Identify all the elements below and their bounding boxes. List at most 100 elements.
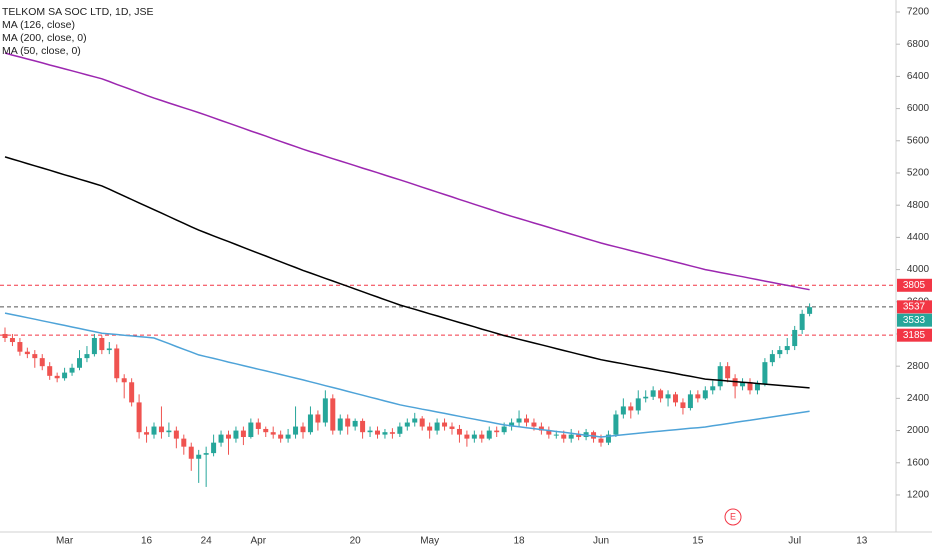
candle-body xyxy=(226,434,231,439)
candle-body xyxy=(62,372,68,379)
y-tick-label: 4400 xyxy=(907,232,930,243)
candle-body xyxy=(315,414,321,423)
candle-body xyxy=(635,398,641,411)
candle-body xyxy=(434,422,440,431)
candle-body xyxy=(643,396,649,399)
candle-body xyxy=(54,375,60,379)
candle-body xyxy=(255,422,261,429)
x-tick-label: May xyxy=(420,536,439,547)
legend-entry: MA (200, close, 0) xyxy=(2,32,87,44)
candle-body xyxy=(24,351,30,355)
candle-body xyxy=(799,313,805,330)
candle-body xyxy=(211,442,217,454)
level-label-box xyxy=(897,278,932,292)
candle-body xyxy=(203,453,209,455)
plot xyxy=(0,52,896,487)
candle-body xyxy=(680,402,686,409)
x-tick-label: 18 xyxy=(513,536,525,547)
ma-line xyxy=(4,312,810,438)
candle-body xyxy=(553,434,559,436)
ma-line xyxy=(4,156,810,389)
candle-body xyxy=(479,434,485,439)
candle-body xyxy=(99,338,105,351)
candle-body xyxy=(166,430,172,433)
candle-body xyxy=(665,394,671,399)
candle-body xyxy=(129,382,135,403)
candle-body xyxy=(337,418,343,431)
candle-body xyxy=(196,454,202,459)
y-tick-label: 5200 xyxy=(907,168,930,179)
x-tick-label: 16 xyxy=(141,536,153,547)
candle-body xyxy=(576,434,582,438)
candle-body xyxy=(762,362,768,384)
candle-body xyxy=(658,390,664,399)
candle-body xyxy=(181,438,187,447)
legend-entry: MA (126, close) xyxy=(2,19,75,31)
candle-body xyxy=(598,438,604,443)
candle-body xyxy=(233,430,239,439)
event-label: E xyxy=(730,511,736,521)
y-tick-label: 7200 xyxy=(907,7,930,18)
candle-body xyxy=(769,354,775,363)
candle-body xyxy=(754,383,760,391)
candle-body xyxy=(389,432,395,434)
candle-body xyxy=(158,426,164,433)
candle-body xyxy=(561,434,567,439)
candle-body xyxy=(114,348,120,379)
candle-body xyxy=(673,394,678,403)
candle-body xyxy=(516,418,522,423)
level-label: 3537 xyxy=(903,301,926,312)
chart-title: TELKOM SA SOC LTD, 1D, JSE xyxy=(2,6,154,18)
candle-body xyxy=(702,390,708,399)
ma-line xyxy=(4,52,810,291)
candle-body xyxy=(456,428,462,435)
candle-body xyxy=(248,422,254,438)
candle-body xyxy=(509,422,515,427)
candle-body xyxy=(32,354,38,359)
candle-body xyxy=(404,422,410,427)
candle-body xyxy=(568,434,574,439)
candle-body xyxy=(546,430,552,435)
candle-body xyxy=(39,358,45,367)
candle-body xyxy=(777,350,783,355)
candle-body xyxy=(352,420,358,427)
y-tick-label: 5600 xyxy=(907,135,930,146)
candle-body xyxy=(613,414,619,435)
candle-body xyxy=(531,422,537,427)
candle-body xyxy=(330,398,336,431)
legend: TELKOM SA SOC LTD, 1D, JSE MA (126, clos… xyxy=(2,6,154,57)
candle-body xyxy=(464,434,470,439)
candle-body xyxy=(173,430,179,439)
candle-body xyxy=(501,426,507,433)
candle-body xyxy=(360,420,366,433)
candle-body xyxy=(650,390,656,397)
candle-body xyxy=(106,348,112,351)
level-label: 3805 xyxy=(903,280,926,291)
candle-body xyxy=(427,426,433,431)
candle-body xyxy=(792,329,798,347)
candle-body xyxy=(2,333,8,339)
candle-body xyxy=(375,430,380,435)
x-tick-label: 24 xyxy=(201,536,213,547)
candle-body xyxy=(69,367,75,373)
x-tick-label: 13 xyxy=(856,536,868,547)
candle-body xyxy=(240,430,246,438)
candle-body xyxy=(270,432,276,435)
last-price-label: 3533 xyxy=(903,315,926,326)
x-tick-label: Mar xyxy=(56,536,74,547)
candle-body xyxy=(687,394,693,409)
event-marker[interactable] xyxy=(724,508,742,526)
candle-body xyxy=(494,430,500,433)
candle-body xyxy=(300,426,306,433)
candle-body xyxy=(84,354,90,359)
y-tick-label: 4000 xyxy=(907,264,930,275)
y-tick-label: 6800 xyxy=(907,39,930,50)
candle-body xyxy=(188,446,194,459)
y-tick-label: 2800 xyxy=(907,361,930,372)
candle-body xyxy=(725,366,731,379)
candle-body xyxy=(285,434,291,439)
last-price-box xyxy=(897,313,932,327)
candle-body xyxy=(397,426,403,434)
candle-body xyxy=(419,418,425,427)
